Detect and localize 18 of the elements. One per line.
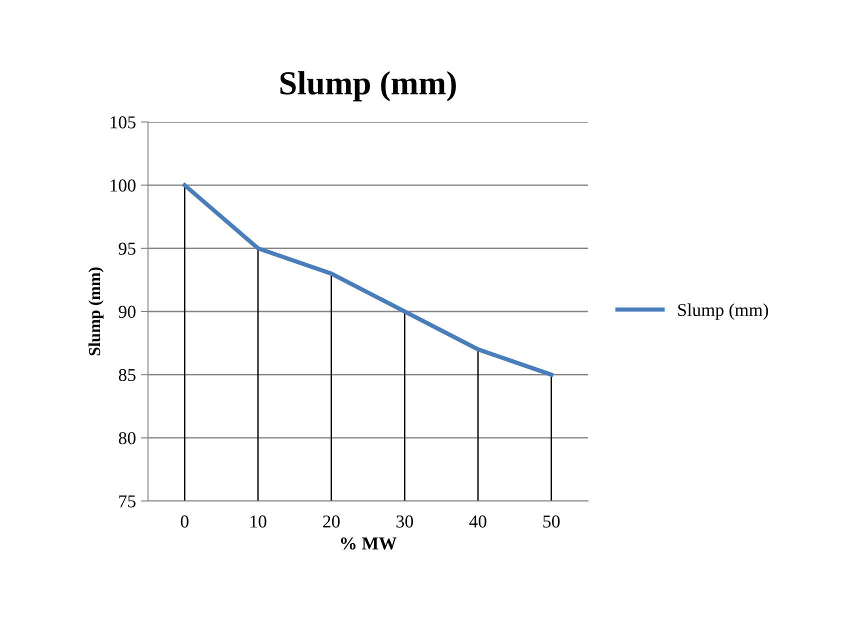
x-tick-label: 0 bbox=[180, 515, 188, 528]
x-tick-label: 40 bbox=[469, 515, 486, 528]
y-axis-title: Slump (mm) bbox=[88, 268, 104, 356]
y-tick-label: 100 bbox=[110, 179, 136, 192]
y-tick-label: 95 bbox=[118, 242, 136, 255]
x-axis-title: % MW bbox=[341, 537, 397, 550]
x-tick-label: 30 bbox=[396, 515, 414, 528]
x-tick-label: 20 bbox=[323, 515, 340, 528]
y-tick-label: 85 bbox=[118, 368, 136, 382]
chart-title: Slump (mm) bbox=[280, 71, 456, 102]
legend-label: Slump (mm) bbox=[678, 303, 768, 320]
x-tick-label: 10 bbox=[250, 515, 266, 528]
line-series bbox=[182, 183, 554, 377]
y-tick-label: 80 bbox=[118, 432, 136, 444]
y-tick-label: 105 bbox=[110, 116, 136, 128]
y-tick-label: 75 bbox=[119, 495, 136, 508]
x-tick-label: 50 bbox=[543, 515, 560, 528]
y-tick-label: 90 bbox=[118, 306, 136, 318]
